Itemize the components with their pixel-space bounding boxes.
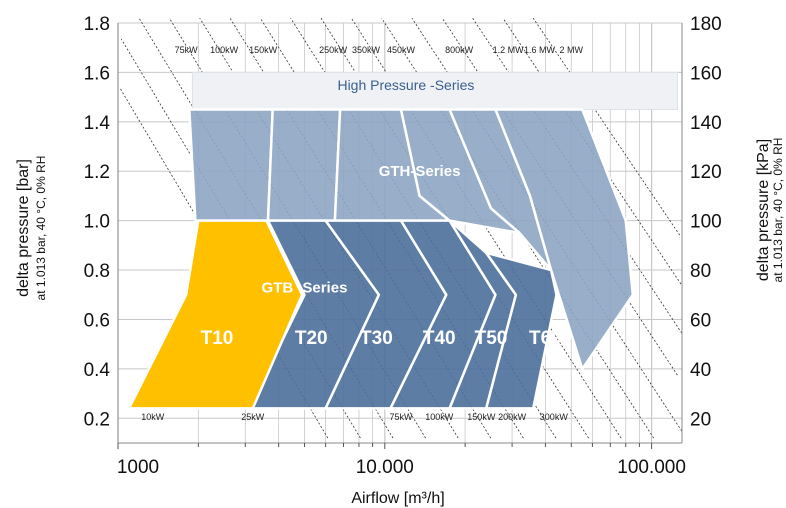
x-tick-label: 10.000 bbox=[356, 457, 414, 478]
y2-tick-label: 160 bbox=[690, 63, 722, 84]
gth-series-zone bbox=[188, 108, 274, 222]
y-tick-label: 0.6 bbox=[84, 310, 110, 331]
high-pressure-label: High Pressure -Series bbox=[337, 77, 474, 93]
y-tick-label: 1.6 bbox=[84, 63, 110, 84]
power-label-top: 350kW bbox=[352, 45, 381, 55]
gth-series-zone bbox=[266, 108, 342, 222]
power-label-top: 2 MW bbox=[560, 45, 584, 55]
power-label-bottom: 200kW bbox=[498, 412, 527, 422]
model-label-t30: T30 bbox=[360, 328, 393, 349]
model-label-t60: T60 bbox=[529, 328, 562, 349]
model-label-t50: T50 bbox=[475, 328, 508, 349]
x-tick-label: 1000 bbox=[117, 457, 159, 478]
gtb-series-zone bbox=[484, 251, 558, 410]
x-axis-title: Airflow [m³/h] bbox=[351, 490, 444, 507]
power-label-bottom: 300kW bbox=[540, 412, 569, 422]
model-label-t10: T10 bbox=[201, 328, 234, 349]
y2-tick-label: 80 bbox=[690, 261, 711, 282]
power-label-top: 75kW bbox=[175, 45, 199, 55]
power-label-bottom: 75kW bbox=[389, 412, 413, 422]
region-areas bbox=[127, 71, 678, 410]
y2-tick-label: 20 bbox=[690, 409, 711, 430]
power-label-top: 150kW bbox=[249, 45, 278, 55]
y2-tick-label: 60 bbox=[690, 310, 711, 331]
chart-labels: High Pressure -Series GTH-Series GTB -Seri… bbox=[141, 45, 583, 422]
high-pressure-region bbox=[191, 71, 678, 110]
gth-series-zone bbox=[494, 108, 635, 371]
y2-tick-label: 180 bbox=[690, 14, 722, 35]
axes: 0.2 0.4 0.6 0.8 1.0 1.2 1.4 1.6 1.8 20 40 60 80 100 12… bbox=[84, 14, 722, 478]
power-label-bottom: 150kW bbox=[467, 412, 496, 422]
y-tick-label: 1.0 bbox=[84, 212, 110, 233]
t10-zone bbox=[127, 219, 304, 410]
y-tick-label: 0.4 bbox=[84, 360, 111, 381]
model-label-t20: T20 bbox=[295, 328, 328, 349]
y-tick-label: 1.4 bbox=[84, 113, 111, 134]
gth-series-label: GTH-Series bbox=[379, 163, 461, 180]
y2-tick-label: 40 bbox=[690, 360, 711, 381]
y-tick-label: 1.8 bbox=[84, 14, 110, 35]
x-tick-label: 100.000 bbox=[617, 457, 686, 478]
y-tick-label: 1.2 bbox=[84, 162, 110, 183]
y2-tick-label: 120 bbox=[690, 162, 722, 183]
power-label-top: 100kW bbox=[210, 45, 239, 55]
model-label-t40: T40 bbox=[423, 328, 456, 349]
y2-tick-label: 100 bbox=[690, 212, 722, 233]
y-tick-label: 0.2 bbox=[84, 409, 110, 430]
y2-tick-label: 140 bbox=[690, 113, 722, 134]
power-label-top: 250kW bbox=[319, 45, 348, 55]
power-label-bottom: 10kW bbox=[141, 412, 165, 422]
power-label-top: 800kW bbox=[445, 45, 474, 55]
power-label-top: 1.6 MW bbox=[524, 45, 556, 55]
y2-axis-subtitle: at 1.013 bar, 40 °C, 0% RH bbox=[771, 138, 785, 283]
power-label-bottom: 25kW bbox=[241, 412, 265, 422]
y-axis-subtitle: at 1.013 bar, 40 °C, 0% RH bbox=[34, 156, 48, 301]
power-label-bottom: 100kW bbox=[425, 412, 454, 422]
y2-axis-title: delta pressure [kPa] bbox=[755, 139, 772, 281]
y-tick-label: 0.8 bbox=[84, 261, 110, 282]
gtb-series-label: GTB -Series bbox=[262, 279, 348, 296]
y-axis-title: delta pressure [bar] bbox=[15, 159, 32, 297]
power-label-top: 450kW bbox=[387, 45, 416, 55]
power-label-top: 1.2 MW bbox=[493, 45, 525, 55]
